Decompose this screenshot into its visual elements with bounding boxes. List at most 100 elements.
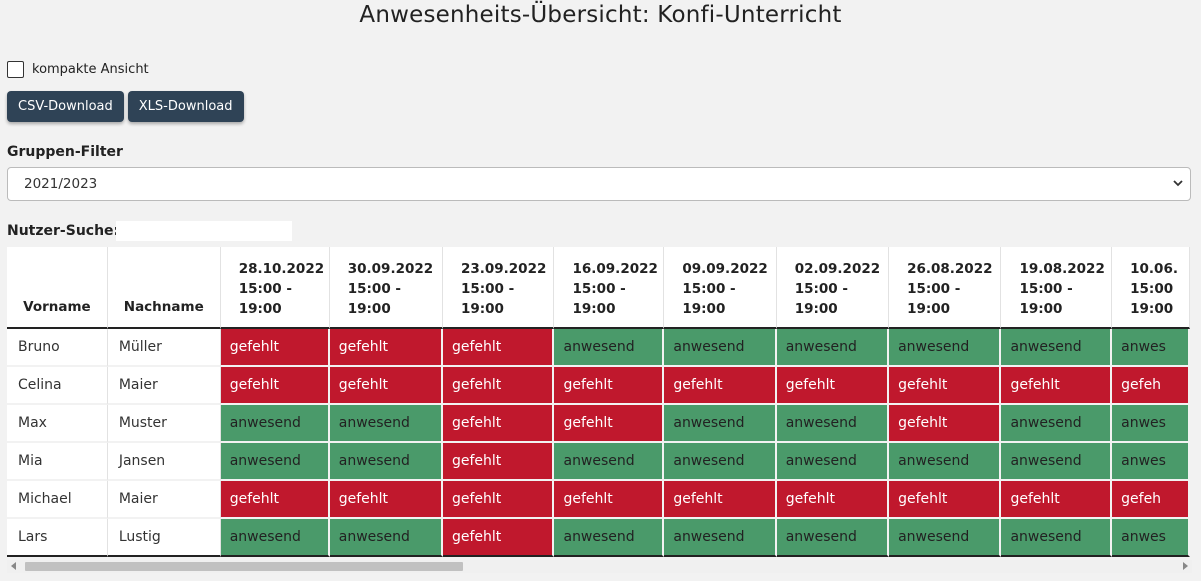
cell-firstname: Michael <box>7 481 108 519</box>
header-date-time-from: 15:00 - <box>238 281 292 297</box>
csv-download-button[interactable]: CSV-Download <box>7 91 124 122</box>
header-date[interactable]: 10.06. 15:00 19:00 <box>1112 247 1190 329</box>
status-cell-anwesend: anwesend <box>664 405 777 443</box>
cell-firstname: Bruno <box>7 329 108 367</box>
status-cell-gefehlt: gefehlt <box>889 367 1002 405</box>
group-filter-select[interactable]: 2021/2023 <box>7 167 1191 201</box>
status-cell-gefehlt: gefehlt <box>554 405 665 443</box>
status-cell-gefehlt: gefehlt <box>776 481 890 519</box>
status-cell-gefehlt: gefeh <box>1112 367 1190 405</box>
cell-lastname: Jansen <box>107 443 221 481</box>
status-cell-anwesend: anwesend <box>220 405 330 443</box>
header-date[interactable]: 23.09.2022 15:00 - 19:00 <box>442 247 555 329</box>
header-date-time-from: 15:00 <box>1130 281 1174 297</box>
header-date[interactable]: 30.09.2022 15:00 - 19:00 <box>329 247 443 329</box>
status-cell-gefehlt: gefehlt <box>889 481 1002 519</box>
status-cell-anwesend: anwesend <box>329 519 443 557</box>
compact-view-label[interactable]: kompakte Ansicht <box>32 62 149 77</box>
cell-lastname: Maier <box>107 481 221 519</box>
cell-firstname: Celina <box>7 367 108 405</box>
attendance-table-container[interactable]: Vorname Nachname 28.10.2022 15:00 -19:00 3… <box>7 247 1190 559</box>
status-cell-gefehlt: gefehlt <box>442 367 555 405</box>
status-cell-gefehlt: gefehlt <box>889 405 1002 443</box>
status-cell-anwesend: anwesend <box>664 443 777 481</box>
status-cell-anwesend: anwesend <box>1001 443 1113 481</box>
compact-view-option[interactable]: kompakte Ansicht <box>7 61 149 78</box>
status-cell-gefehlt: gefehlt <box>442 405 555 443</box>
header-lastname[interactable]: Nachname <box>107 247 221 329</box>
header-date-date: 16.09.2022 <box>572 261 658 277</box>
status-cell-anwesend: anwes <box>1112 443 1190 481</box>
header-date-time-to: 19:00 <box>1019 301 1063 317</box>
header-date-time-from: 15:00 - <box>1019 281 1073 297</box>
status-cell-gefehlt: gefehlt <box>220 367 330 405</box>
header-date[interactable]: 19.08.2022 15:00 - 19:00 <box>1001 247 1113 329</box>
status-cell-gefehlt: gefehlt <box>1001 481 1113 519</box>
header-date-time-to: 19:00 <box>1130 301 1174 317</box>
status-cell-anwesend: anwesend <box>889 519 1002 557</box>
header-date-date: 19.08.2022 <box>1019 261 1105 277</box>
status-cell-gefehlt: gefehlt <box>329 481 443 519</box>
status-cell-anwesend: anwesend <box>1001 329 1113 367</box>
status-cell-gefehlt: gefehlt <box>776 367 890 405</box>
table-row: Michael Maier gefehlt gefehlt gefehlt gefehlt… <box>7 481 1190 519</box>
status-cell-anwesend: anwesend <box>329 443 443 481</box>
header-date-time-to: 19:00 <box>794 301 838 317</box>
status-cell-gefehlt: gefehlt <box>220 481 330 519</box>
header-firstname[interactable]: Vorname <box>7 247 108 329</box>
horizontal-scrollbar[interactable] <box>7 560 1192 573</box>
scroll-left-arrow-icon[interactable] <box>11 562 16 570</box>
status-cell-anwesend: anwesend <box>554 519 665 557</box>
cell-lastname: Müller <box>107 329 221 367</box>
status-cell-anwesend: anwesend <box>554 329 665 367</box>
header-date-date: 28.10.2022 <box>238 261 325 277</box>
scroll-right-arrow-icon[interactable] <box>1183 562 1188 570</box>
status-cell-anwesend: anwesend <box>776 519 890 557</box>
header-date[interactable]: 09.09.2022 15:00 - 19:00 <box>664 247 777 329</box>
header-date-date: 02.09.2022 <box>794 261 881 277</box>
status-cell-anwesend: anwesend <box>776 443 890 481</box>
status-cell-anwesend: anwesend <box>776 405 890 443</box>
status-cell-gefehlt: gefehlt <box>329 329 443 367</box>
header-date[interactable]: 02.09.2022 15:00 - 19:00 <box>776 247 890 329</box>
header-date-time-to: 19:00 <box>238 301 282 317</box>
table-row: Max Muster anwesend anwesend gefehlt gefehlt a… <box>7 405 1190 443</box>
compact-view-checkbox[interactable] <box>7 61 24 78</box>
user-search-label: Nutzer-Suche: <box>7 223 120 239</box>
status-cell-anwesend: anwesend <box>1001 405 1113 443</box>
header-date[interactable]: 16.09.2022 15:00 - 19:00 <box>554 247 665 329</box>
status-cell-gefehlt: gefehlt <box>664 367 777 405</box>
xls-download-button[interactable]: XLS-Download <box>127 91 244 122</box>
header-date-time-to: 19:00 <box>460 301 504 317</box>
user-search-input[interactable] <box>116 221 292 241</box>
status-cell-gefehlt: gefehlt <box>554 367 665 405</box>
header-date-date: 23.09.2022 <box>460 261 547 277</box>
group-filter-label: Gruppen-Filter <box>7 144 123 160</box>
header-date-date: 09.09.2022 <box>682 261 768 277</box>
table-body: Bruno Müller gefehlt gefehlt gefehlt anwesend… <box>7 329 1190 557</box>
cell-lastname: Muster <box>107 405 221 443</box>
status-cell-anwesend: anwesend <box>1001 519 1113 557</box>
status-cell-gefehlt: gefehlt <box>442 443 555 481</box>
scrollbar-thumb[interactable] <box>25 562 463 571</box>
status-cell-gefehlt: gefehlt <box>554 481 665 519</box>
header-date-time-to: 19:00 <box>907 301 951 317</box>
header-date[interactable]: 28.10.2022 15:00 - 19:00 <box>220 247 330 329</box>
header-date-time-to: 19:00 <box>347 301 391 317</box>
status-cell-gefehlt: gefehlt <box>442 519 555 557</box>
table-row: Mia Jansen anwesend anwesend gefehlt anwesend… <box>7 443 1190 481</box>
status-cell-gefehlt: gefehlt <box>442 481 555 519</box>
group-filter-value: 2021/2023 <box>24 176 98 192</box>
status-cell-anwesend: anwes <box>1112 405 1190 443</box>
attendance-table: Vorname Nachname 28.10.2022 15:00 -19:00 3… <box>7 247 1190 557</box>
header-date-time-from: 15:00 - <box>347 281 402 297</box>
header-date[interactable]: 26.08.2022 15:00 - 19:00 <box>889 247 1002 329</box>
status-cell-anwesend: anwesend <box>664 329 777 367</box>
cell-lastname: Maier <box>107 367 221 405</box>
status-cell-anwesend: anwesend <box>776 329 890 367</box>
chevron-down-icon <box>1173 180 1183 187</box>
header-date-date: 26.08.2022 <box>907 261 993 277</box>
status-cell-gefehlt: gefehlt <box>442 329 555 367</box>
table-header-row: Vorname Nachname 28.10.2022 15:00 -19:00 3… <box>7 247 1190 329</box>
header-date-time-from: 15:00 - <box>794 281 848 297</box>
